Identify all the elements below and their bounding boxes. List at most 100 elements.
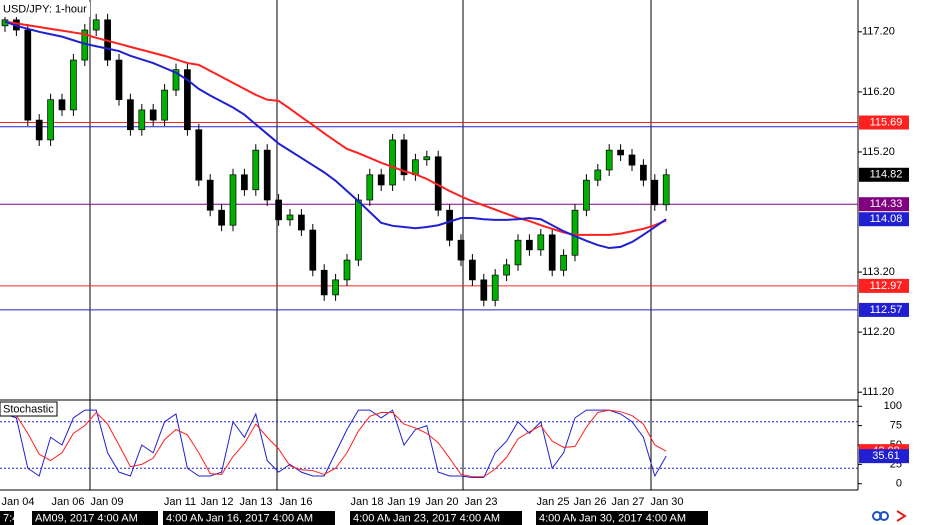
- candle-body: [628, 154, 636, 166]
- time-label-box: [0, 511, 14, 525]
- x-tick-label: Jan 13: [239, 496, 272, 508]
- candle-body: [412, 159, 419, 176]
- x-tick-label: Jan 25: [536, 496, 569, 508]
- candle-body: [332, 279, 339, 296]
- y-tick-label: 115.20: [862, 146, 895, 158]
- time-label: Jan 23, 2017 4:00 AM: [393, 512, 500, 524]
- x-tick-label: Jan 06: [51, 496, 84, 508]
- candle-body: [343, 259, 351, 281]
- candle-body: [537, 234, 545, 251]
- x-tick-label: Jan 12: [200, 496, 233, 508]
- candle-body: [35, 119, 43, 141]
- candle-body: [662, 174, 670, 206]
- price-tag-label: 115.69: [870, 116, 903, 128]
- candle-body: [127, 99, 134, 131]
- time-label: 7:4: [3, 512, 18, 524]
- price-tag-label: 114.82: [870, 169, 903, 181]
- time-label: 4:00 AM: [353, 512, 393, 524]
- candle-body: [491, 274, 499, 301]
- candle-body: [309, 229, 317, 271]
- price-tag: [859, 212, 909, 227]
- title-box: [0, 2, 90, 17]
- candle-body: [389, 139, 396, 186]
- candle-body: [548, 234, 556, 271]
- moving-average: [4, 20, 667, 250]
- candle-body: [594, 169, 602, 181]
- candle-body: [617, 149, 624, 156]
- x-tick-label: Jan 16: [279, 496, 312, 508]
- time-label-box: [536, 511, 576, 525]
- y-tick-label: 116.20: [862, 86, 895, 98]
- candle-body: [503, 264, 510, 276]
- candle-body: [275, 199, 282, 221]
- price-tag-label: 112.97: [870, 280, 903, 292]
- x-tick-label: Jan 23: [464, 496, 497, 508]
- y-tick-label: 113.20: [862, 266, 895, 278]
- candle-body: [172, 69, 180, 91]
- candle-body: [92, 19, 100, 31]
- candle-body: [184, 69, 191, 131]
- price-tag: [859, 302, 909, 317]
- price-tag-label: 114.33: [870, 198, 903, 210]
- time-label-box: [163, 511, 203, 525]
- candle-body: [58, 99, 66, 111]
- price-tag-label: 114.08: [870, 213, 903, 225]
- candle-body: [446, 209, 453, 241]
- price-tag: [859, 197, 909, 212]
- candle-body: [423, 156, 431, 161]
- time-label: Jan 30, 2017 4:00 AM: [579, 512, 686, 524]
- candle-body: [195, 129, 203, 181]
- candle-body: [377, 174, 385, 186]
- candle-body: [70, 59, 77, 111]
- time-label: 4:00 AM: [539, 512, 579, 524]
- candle-body: [355, 199, 362, 261]
- indicator-label-box: [0, 401, 58, 417]
- chart-title: USD/JPY: 1-hour: [3, 3, 87, 15]
- time-label-box: [32, 511, 158, 525]
- candle-body: [263, 149, 271, 201]
- candle-body: [138, 109, 146, 131]
- price-tag: [859, 449, 909, 464]
- stochastic-line: [5, 409, 667, 478]
- candle-body: [583, 179, 590, 211]
- time-label-box: [576, 511, 708, 525]
- time-label-box: [390, 511, 522, 525]
- candle-body: [161, 89, 168, 121]
- price-tag: [859, 115, 909, 130]
- candle-body: [218, 209, 225, 226]
- candle-body: [526, 239, 533, 251]
- icons[interactable]: [872, 510, 907, 522]
- candle-body: [366, 174, 374, 201]
- candle-body: [24, 29, 32, 121]
- x-tick-label: Jan 04: [1, 496, 34, 508]
- stochastic-line: [4, 409, 667, 479]
- x-tick-label: Jan 26: [573, 496, 606, 508]
- y-tick-label: 0: [896, 478, 902, 490]
- candle-body: [115, 59, 123, 101]
- candle-body: [47, 99, 54, 141]
- candle-body: [298, 214, 305, 231]
- moving-average: [4, 20, 667, 236]
- candle-body: [469, 259, 476, 281]
- time-label: 4:00 AM: [166, 512, 206, 524]
- price-tag: [859, 278, 909, 293]
- candle-body: [651, 179, 659, 206]
- x-tick-label: Jan 18: [350, 496, 383, 508]
- time-label-box: [350, 511, 390, 525]
- y-tick-label: 112.20: [862, 326, 895, 338]
- candle-body: [480, 279, 488, 301]
- time-label: AM09, 2017 4:00 AM: [35, 512, 138, 524]
- y-tick-label: 75: [890, 420, 902, 432]
- candle-body: [457, 239, 465, 261]
- price-tag: [859, 167, 909, 182]
- x-tick-label: Jan 09: [90, 496, 123, 508]
- x-tick-label: Jan 27: [611, 496, 644, 508]
- candle-body: [252, 149, 260, 191]
- time-label: Jan 16, 2017 4:00 AM: [206, 512, 313, 524]
- candle-body: [400, 139, 408, 176]
- x-tick-label: Jan 30: [650, 496, 683, 508]
- x-tick-label: Jan 20: [425, 496, 458, 508]
- y-tick-label: 117.20: [862, 26, 895, 38]
- x-tick-label: Jan 11: [164, 496, 196, 508]
